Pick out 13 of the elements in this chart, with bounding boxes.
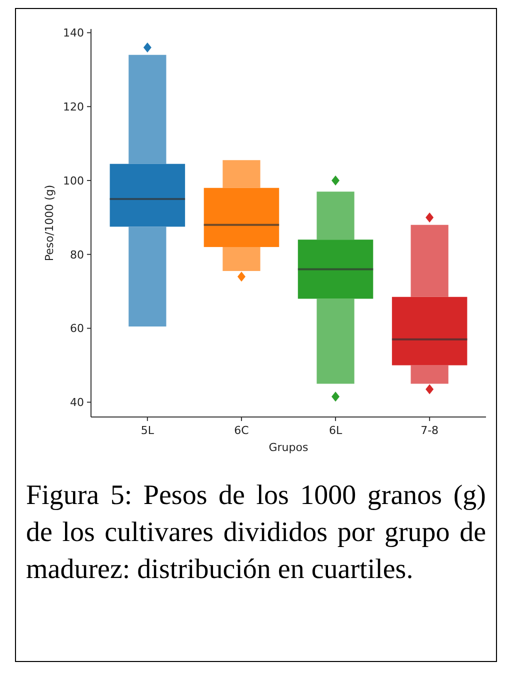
y-tick-label: 80: [70, 248, 84, 262]
y-tick-label: 40: [70, 396, 84, 410]
y-tick-label: 60: [70, 322, 84, 336]
x-tick-label: 6L: [328, 424, 343, 437]
text: Figura 5: Pesos de los 1000 granos (g) de los cultivares divididos por grupo de madurez: distribución en cuartiles.: [25, 479, 487, 587]
y-tick-label: 120: [63, 100, 84, 114]
x-axis-title: Grupos: [268, 441, 308, 454]
x-tick-label: 7-8: [420, 424, 439, 437]
y-tick-label: 100: [63, 174, 84, 188]
x-tick-label: 5L: [140, 424, 155, 437]
y-tick-label: 140: [63, 26, 84, 40]
y-axis-title: Peso/1000 (g): [43, 184, 56, 262]
x-tick-label: 6C: [234, 424, 250, 437]
